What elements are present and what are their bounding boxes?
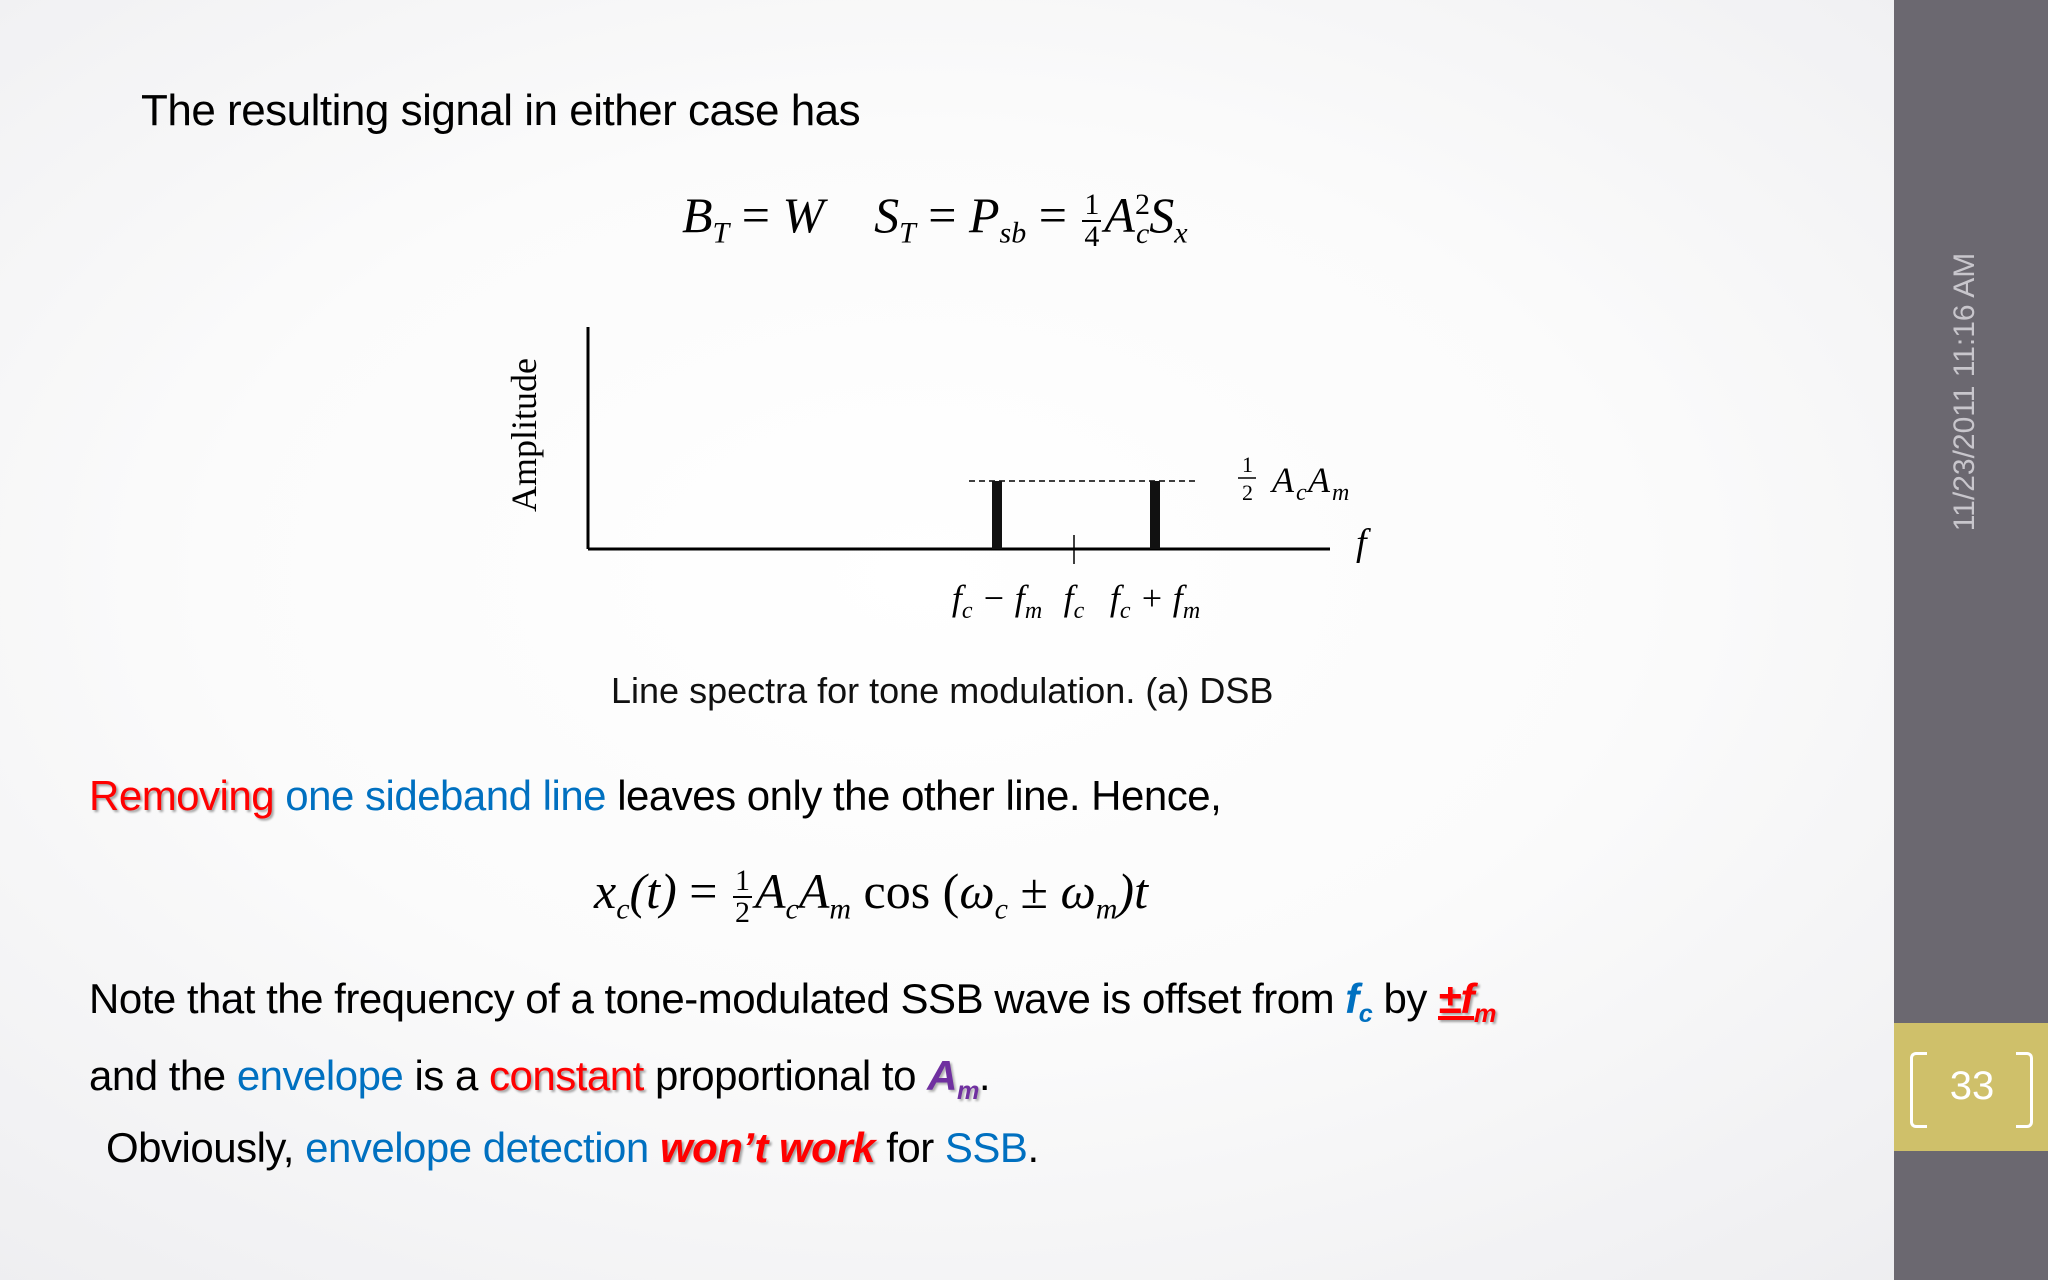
y-axis-label: Amplitude [504, 358, 544, 512]
svg-text:1: 1 [1242, 452, 1253, 477]
svg-text:A: A [1270, 460, 1295, 500]
svg-text:A: A [1306, 460, 1331, 500]
paragraph-removing-sideband: Removing one sideband line leaves only t… [89, 772, 1222, 820]
right-bracket-icon [2016, 1052, 2033, 1128]
heading: The resulting signal in either case has [141, 86, 861, 135]
emphasis-constant: constant [489, 1051, 644, 1099]
tick-label: fc − fm [952, 578, 1042, 624]
emphasis-removing: Removing [89, 772, 275, 819]
spectral-line-3 [1150, 481, 1160, 549]
slide-date: 11/23/2011 11:16 AM [1948, 252, 1981, 532]
page-number-box [1894, 1023, 2048, 1151]
svg-text:c: c [1296, 480, 1307, 506]
figure-caption: Line spectra for tone modulation. (a) DS… [611, 670, 1274, 711]
paragraph-obviously: Obviously, envelope detection won’t work… [106, 1124, 1039, 1171]
text: leaves only the other line. Hence, [606, 772, 1222, 819]
tick-label: fc + fm [1110, 578, 1200, 624]
spectral-line-1 [992, 481, 1002, 549]
equation-ssb-signal: xc(t) = 1 2 AcAm cos (ωc ± ωm)t [594, 863, 1148, 929]
equation-bandwidth-power: BT = W ST = Psb = 1 4 A2cSx [682, 187, 1188, 253]
emphasis-envelope: envelope [236, 1051, 404, 1099]
svg-text:2: 2 [1242, 480, 1253, 505]
tick-label: fc [1064, 578, 1085, 624]
x-axis-label: f [1356, 522, 1371, 564]
left-bracket-icon [1910, 1052, 1927, 1128]
page-number: 33 [1949, 1064, 1995, 1108]
svg-text:m: m [1332, 480, 1349, 506]
paragraph-note: Note that the frequency of a tone-modula… [89, 975, 1496, 1105]
emphasis-sideband: one sideband line [285, 772, 607, 819]
